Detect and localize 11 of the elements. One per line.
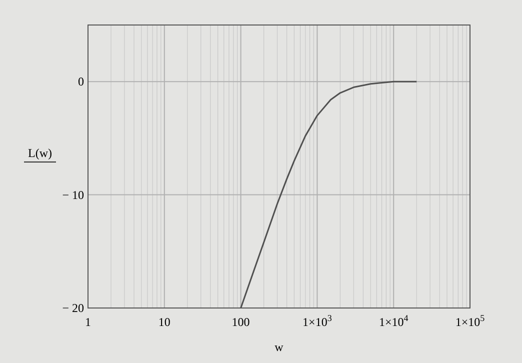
- y-tick-label: − 10: [62, 188, 84, 202]
- x-tick-label: 10: [158, 315, 170, 329]
- y-axis-title: L(w): [28, 146, 52, 160]
- y-tick-label: 0: [78, 74, 84, 89]
- y-tick-label: − 20: [62, 301, 84, 315]
- x-tick-label: 1×10$^{4}$: [378, 313, 409, 329]
- x-tick-label: 100: [232, 315, 250, 329]
- x-tick-label: 1×10$^{3}$: [302, 313, 332, 329]
- x-tick-label: 1: [85, 315, 91, 329]
- x-axis-title: w: [274, 340, 284, 354]
- x-tick-label: 1×10$^{5}$: [455, 313, 486, 329]
